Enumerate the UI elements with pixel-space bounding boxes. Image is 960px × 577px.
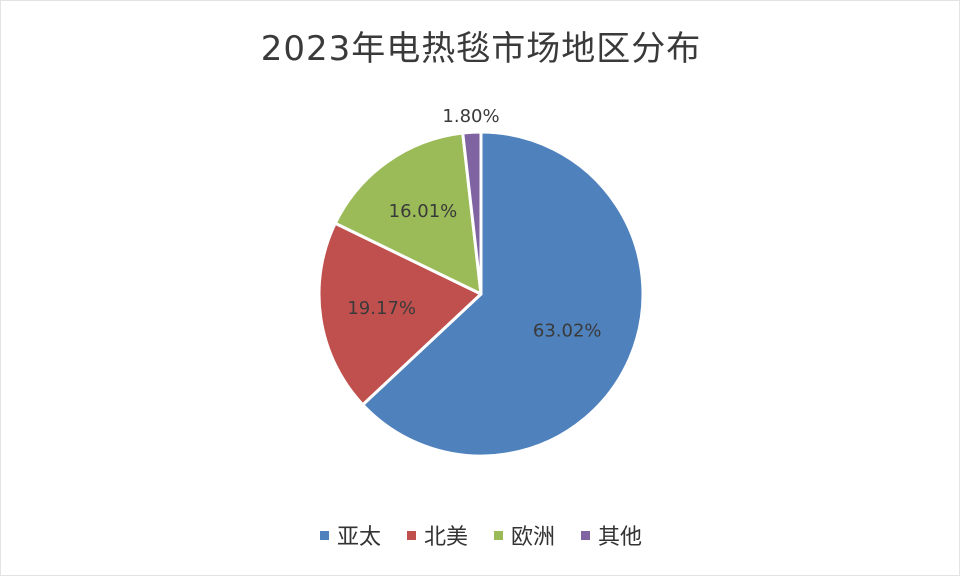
legend-swatch: [581, 530, 591, 540]
legend-swatch: [319, 530, 329, 540]
slice-north-america: [317, 221, 483, 407]
legend-item-other: 其他: [581, 519, 642, 551]
legend-label: 北美: [423, 525, 468, 550]
legend-item-europe: 欧洲: [494, 519, 555, 551]
slice-other: [461, 130, 483, 296]
legend-swatch: [494, 530, 503, 540]
data-label: 1.80%: [442, 106, 499, 127]
legend-item-asia-pacific: 亚太: [319, 519, 381, 551]
data-label: 19.17%: [347, 298, 416, 319]
data-label: 16.01%: [389, 201, 458, 222]
slice-asia-pacific: [361, 130, 645, 458]
chart-title: 2023年电热毯市场地区分布: [260, 29, 702, 69]
data-label: 63.02%: [533, 320, 602, 341]
slice-europe: [333, 131, 483, 296]
chart-legend: 亚太 北美 欧洲 其他: [1, 519, 960, 551]
legend-swatch: [406, 530, 416, 540]
pie-data-labels: 63.02% 19.17% 16.01% 1.80%: [347, 106, 601, 341]
pie-slices: [317, 130, 645, 458]
legend-label: 其他: [598, 525, 643, 550]
legend-item-north-america: 北美: [406, 519, 468, 551]
legend-label: 欧洲: [511, 525, 556, 550]
legend-label: 亚太: [336, 525, 381, 550]
